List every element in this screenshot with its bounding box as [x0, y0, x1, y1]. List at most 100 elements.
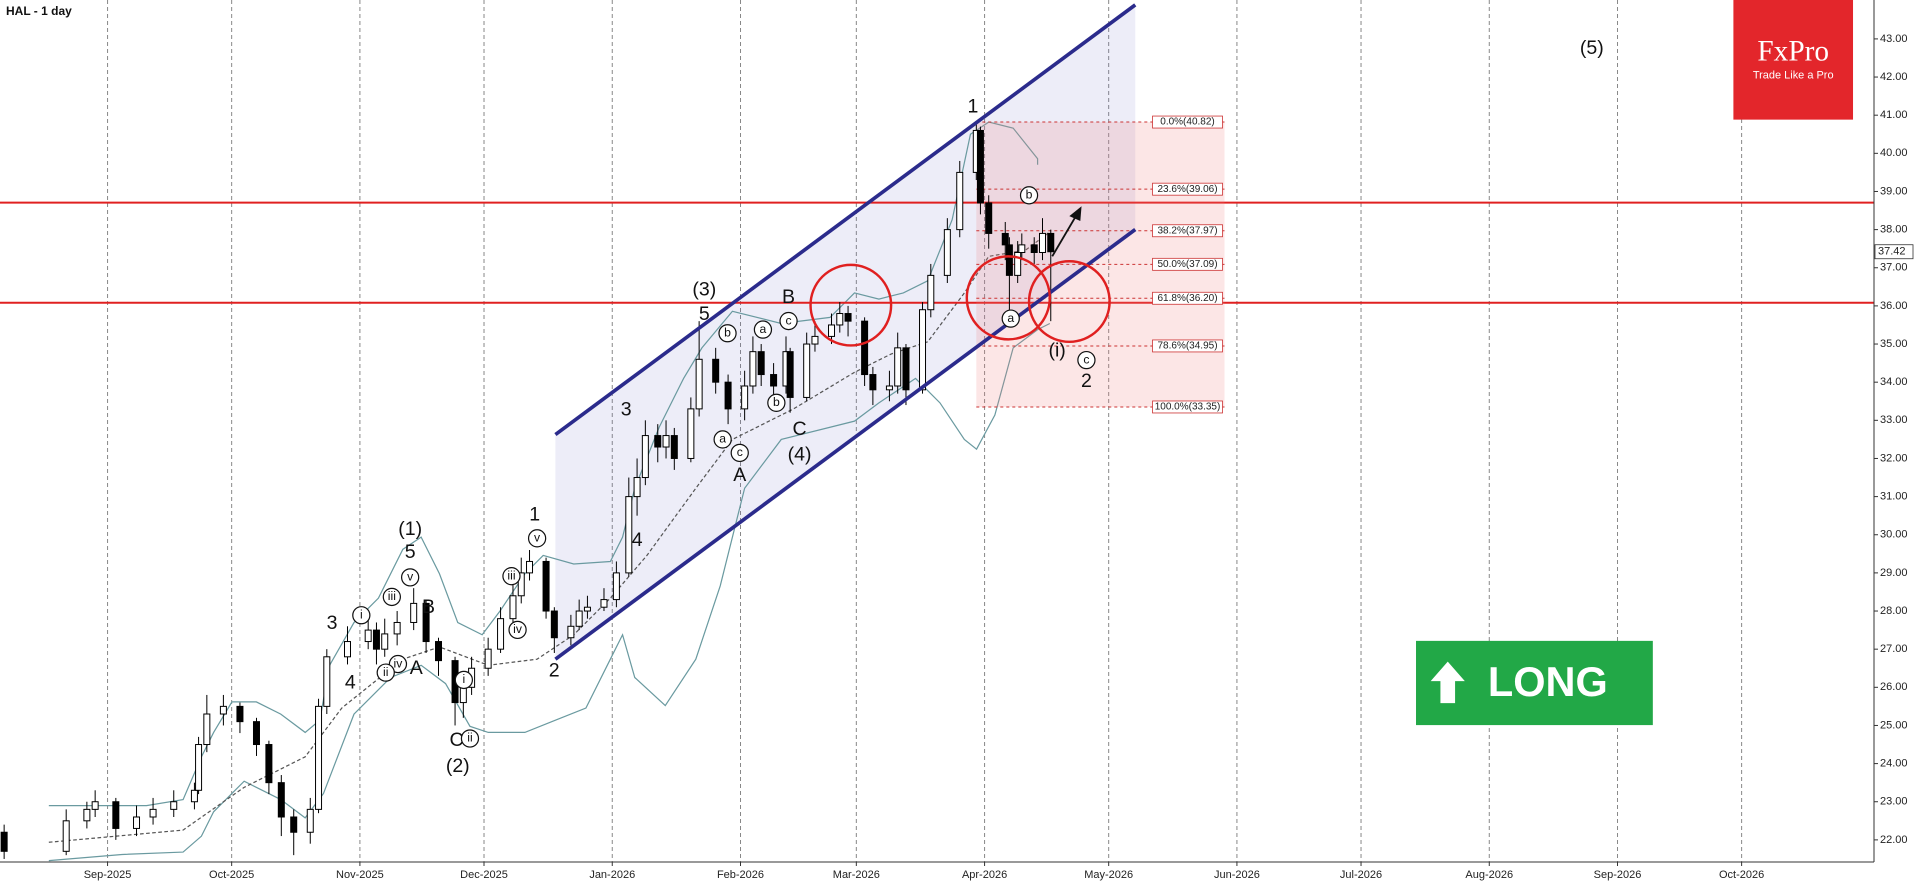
candle-body [786, 351, 794, 398]
last-price-box [1874, 244, 1914, 260]
candle-body [943, 229, 951, 276]
wave-label: b [724, 325, 731, 339]
x-tick-label: Aug-2026 [1465, 869, 1513, 881]
overlay [0, 4, 1874, 862]
candle-body [1014, 251, 1022, 276]
fib-label-box [1152, 115, 1223, 129]
candles [0, 122, 1055, 859]
candle-body [509, 595, 517, 620]
candle-body [1001, 232, 1009, 246]
candle-body [203, 713, 211, 746]
x-tick-label: Jun-2026 [1214, 869, 1260, 881]
fib-label-box [1152, 257, 1223, 271]
candle-body [265, 744, 273, 784]
y-tick-label: 30.00 [1880, 529, 1908, 541]
candle-body [1030, 244, 1038, 253]
wave-label: 3 [621, 398, 632, 420]
candle-body [219, 705, 227, 715]
x-tick-label: Dec-2025 [460, 869, 508, 881]
wave-label: (i) [1048, 340, 1065, 362]
logo-name: FxPro [1757, 35, 1829, 67]
wave-label: i [360, 607, 363, 621]
wave-label: 4 [345, 672, 356, 694]
candle-body [306, 808, 314, 833]
signal-arrow [1430, 661, 1465, 704]
candle-body [1018, 244, 1026, 253]
candle-body [497, 618, 505, 650]
candle-body [1047, 232, 1055, 253]
candle-body [662, 435, 670, 448]
fib-label: 50.0%(37.09) [1157, 259, 1217, 270]
highlight-circle [809, 263, 893, 347]
candle-body [712, 358, 720, 383]
wave-circle [502, 567, 521, 586]
candle-body [749, 351, 757, 387]
candle-body [670, 435, 678, 459]
candle-body [894, 347, 902, 387]
y-tick-label: 23.00 [1880, 796, 1908, 808]
candle-body [757, 351, 765, 376]
arrow-head [1069, 206, 1082, 221]
y-tick-label: 33.00 [1880, 414, 1908, 426]
x-tick-label: Apr-2026 [962, 869, 1007, 881]
candle-body [195, 744, 203, 791]
logo-box [1733, 0, 1854, 120]
wave-label: a [1007, 311, 1014, 325]
wave-label: c [1083, 352, 1089, 366]
fib-label: 38.2%(37.97) [1157, 225, 1217, 236]
y-tick-label: 29.00 [1880, 567, 1908, 579]
x-tick-label: Jul-2026 [1340, 869, 1382, 881]
candle-body [149, 808, 157, 818]
wave-label: b [773, 395, 780, 409]
direction-arrow [1051, 214, 1078, 257]
candle-body [633, 477, 641, 498]
candle-body [976, 129, 984, 204]
candle-body [190, 789, 198, 803]
y-tick-label: 27.00 [1880, 643, 1908, 655]
candle-body [828, 324, 836, 337]
y-tick-label: 26.00 [1880, 681, 1908, 693]
wave-label: B [422, 596, 435, 618]
wave-circle [376, 663, 395, 682]
highlight-circle [1027, 260, 1111, 344]
candle-body [956, 171, 964, 231]
y-tick-label: 28.00 [1880, 605, 1908, 617]
fib-label: 78.6%(34.95) [1157, 341, 1217, 352]
candle-body [435, 641, 443, 662]
y-tick-label: 34.00 [1880, 376, 1908, 388]
wave-label: A [410, 657, 423, 679]
grid [107, 0, 1743, 862]
wave-circle [753, 320, 773, 339]
fib-label-box [1152, 339, 1223, 353]
candle-body [517, 572, 525, 597]
fib-label-box [1152, 182, 1223, 196]
x-tick-label: Oct-2026 [1719, 869, 1764, 881]
candle-body [133, 816, 141, 829]
wave-label: ii [467, 731, 472, 745]
last-price-label: 37.42 [1878, 246, 1906, 258]
wave-label: b [1026, 188, 1033, 202]
channel-upper [554, 3, 1137, 437]
candle-body [902, 347, 910, 391]
candle-body [393, 621, 401, 635]
wave-label: 5 [405, 541, 416, 563]
highlight-circle [965, 255, 1052, 341]
wave-circle [527, 529, 547, 548]
candle-body [112, 801, 120, 829]
overlay-top: FxPro Trade Like a Pro LONG (5)1(3)5Bb ac… [327, 0, 1854, 777]
candle-body [567, 625, 575, 639]
wave-label: v [407, 570, 414, 584]
wave-label: (2) [446, 755, 470, 777]
y-tick-label: 32.00 [1880, 452, 1908, 464]
wave-label: v [534, 531, 541, 545]
y-tick-label: 35.00 [1880, 338, 1908, 350]
candle-body [583, 606, 591, 612]
candle-body [290, 816, 298, 833]
candle-body [654, 435, 662, 448]
candle-body [724, 381, 732, 410]
candle-body [364, 629, 372, 643]
y-tick-label: 24.00 [1880, 758, 1908, 770]
wave-label: 4 [632, 529, 643, 551]
